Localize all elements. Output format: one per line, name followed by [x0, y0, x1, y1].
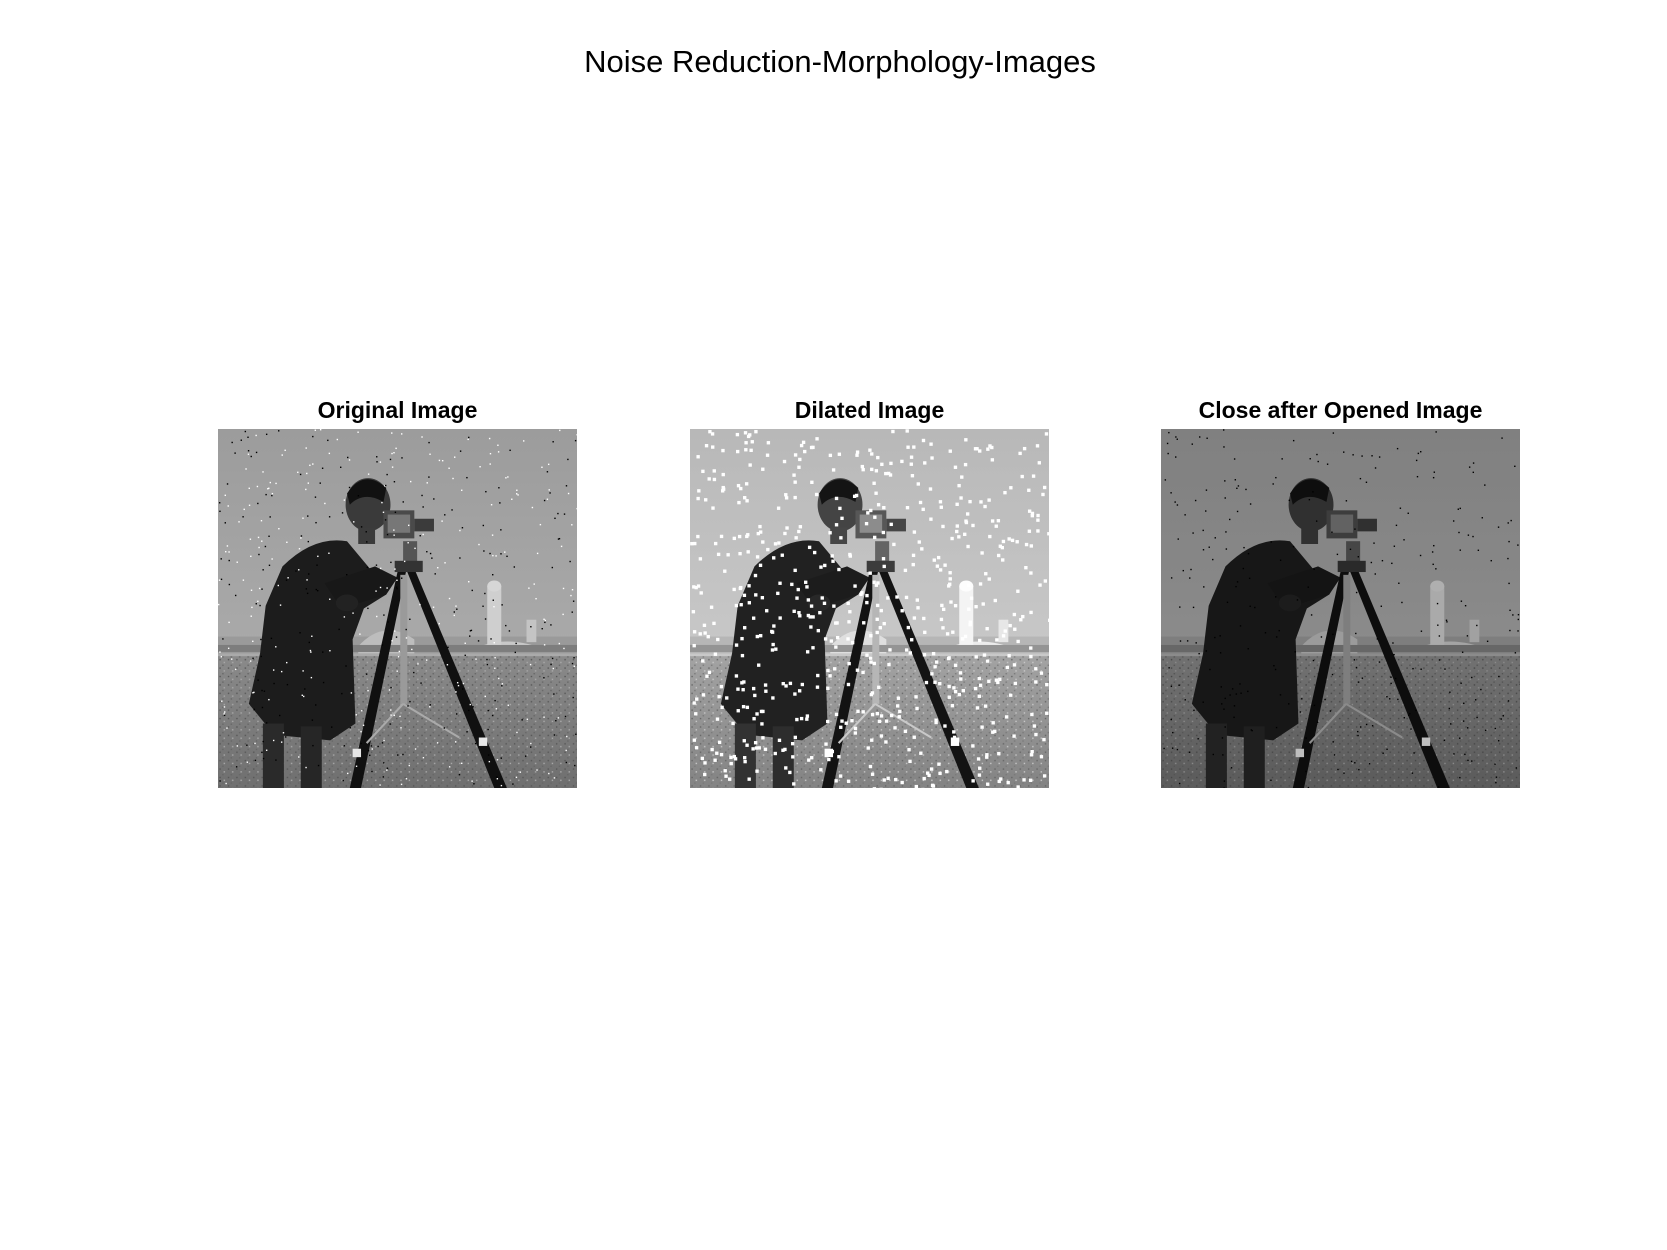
dark-speck-noise — [1163, 429, 1520, 788]
original-image — [218, 429, 577, 788]
original-image-title: Original Image — [317, 397, 478, 423]
original-image-panel: Original Image — [218, 393, 577, 788]
close-after-opened-image-title: Close after Opened Image — [1198, 397, 1483, 423]
dilated-image-panel: Dilated Image — [690, 393, 1049, 788]
dilated-image-title: Dilated Image — [794, 397, 945, 423]
close-after-opened-image — [1161, 429, 1520, 788]
close-after-opened-image-panel: Close after Opened Image — [1161, 393, 1520, 788]
salt-pepper-noise — [218, 429, 577, 787]
figure-title: Noise Reduction-Morphology-Images — [584, 44, 1096, 79]
dilated-white-noise — [690, 429, 1049, 788]
dilated-image — [690, 429, 1049, 788]
